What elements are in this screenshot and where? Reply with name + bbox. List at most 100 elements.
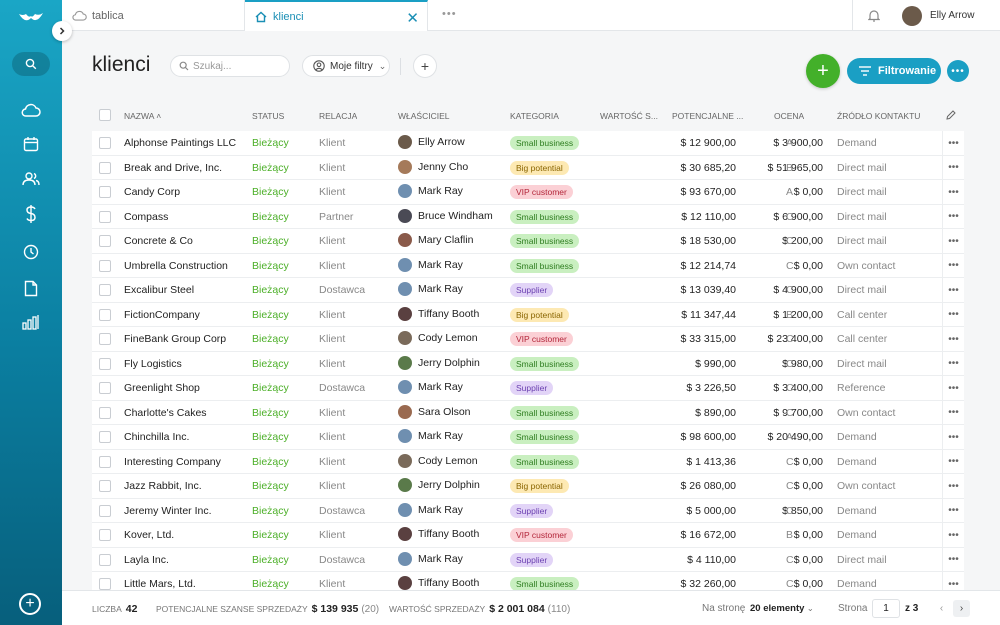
table-row[interactable]: Umbrella Construction Bieżący Klient Mark R…	[92, 253, 964, 278]
client-name[interactable]: Kover, Ltd.	[124, 529, 175, 541]
sidebar-item-calendar[interactable]	[19, 132, 43, 156]
table-row[interactable]: Charlotte's Cakes Bieżący Klient Sara Olson…	[92, 400, 964, 425]
client-name[interactable]: Interesting Company	[124, 455, 221, 468]
table-row[interactable]: Chinchilla Inc. Bieżący Klient Mark Ray Smal…	[92, 425, 964, 450]
sidebar-item-time[interactable]	[19, 240, 43, 264]
column-header-owner[interactable]: WŁAŚCICIEL	[398, 111, 450, 121]
sidebar-search-button[interactable]	[12, 52, 50, 76]
row-checkbox[interactable]	[99, 553, 111, 566]
table-row[interactable]: FictionCompany Bieżący Klient Tiffany Booth…	[92, 302, 964, 327]
sidebar-item-reports[interactable]	[19, 310, 43, 334]
column-header-potential[interactable]: POTENCJALNE ...	[672, 111, 744, 121]
row-checkbox[interactable]	[99, 480, 111, 492]
table-row[interactable]: Interesting Company Bieżący Klient Cody Lem…	[92, 449, 964, 474]
filter-button[interactable]: Filtrowanie	[847, 58, 941, 84]
table-row[interactable]: Greenlight Shop Bieżący Dostawca Mark Ray Su…	[92, 376, 964, 401]
notifications-button[interactable]	[852, 0, 894, 31]
user-menu[interactable]: Elly Arrow	[894, 0, 1000, 31]
client-name[interactable]: Umbrella Construction	[124, 259, 228, 272]
row-checkbox[interactable]	[99, 578, 111, 590]
row-checkbox[interactable]	[99, 210, 111, 223]
add-client-button[interactable]: +	[806, 54, 840, 88]
table-row[interactable]: Fly Logistics Bieżący Klient Jerry Dolphin S…	[92, 351, 964, 376]
more-tabs-icon[interactable]: •••	[442, 8, 457, 20]
row-actions-button[interactable]: •••	[942, 572, 964, 596]
row-actions-button[interactable]: •••	[942, 229, 964, 253]
sidebar-add-button[interactable]: +	[19, 593, 41, 615]
row-checkbox[interactable]	[99, 431, 111, 443]
next-page-button[interactable]: ›	[953, 600, 970, 617]
sidebar-item-documents[interactable]	[19, 276, 43, 300]
column-header-status[interactable]: STATUS	[252, 111, 285, 121]
edit-columns-button[interactable]	[946, 110, 956, 122]
my-filters-dropdown[interactable]: Moje filtry ⌄	[302, 55, 390, 77]
tab-dashboard[interactable]: tablica	[62, 0, 245, 31]
page-number-input[interactable]: 1	[872, 599, 900, 618]
client-name[interactable]: Greenlight Shop	[124, 382, 200, 394]
row-actions-button[interactable]: •••	[942, 474, 964, 498]
client-name[interactable]: FineBank Group Corp	[124, 333, 227, 345]
row-checkbox[interactable]	[99, 333, 111, 345]
row-actions-button[interactable]: •••	[942, 302, 964, 327]
client-name[interactable]: Layla Inc.	[124, 553, 169, 566]
select-all-checkbox[interactable]	[99, 109, 111, 121]
row-checkbox[interactable]	[99, 284, 111, 296]
row-actions-button[interactable]: •••	[942, 253, 964, 278]
table-row[interactable]: Excalibur Steel Bieżący Dostawca Mark Ray Su…	[92, 278, 964, 303]
column-header-source[interactable]: ŹRÓDŁO KONTAKTU	[837, 111, 921, 121]
client-name[interactable]: Compass	[124, 210, 169, 223]
table-row[interactable]: Layla Inc. Bieżący Dostawca Mark Ray Supplie…	[92, 547, 964, 572]
table-row[interactable]: Kover, Ltd. Bieżący Klient Tiffany Booth VIP…	[92, 523, 964, 548]
row-checkbox[interactable]	[99, 529, 111, 541]
column-header-rating[interactable]: OCENA	[774, 111, 805, 121]
sidebar-item-contacts[interactable]	[19, 167, 43, 191]
client-name[interactable]: Excalibur Steel	[124, 284, 195, 296]
search-input[interactable]: Szukaj...	[170, 55, 290, 77]
row-actions-button[interactable]: •••	[942, 327, 964, 351]
client-name[interactable]: Break and Drive, Inc.	[124, 161, 223, 174]
client-name[interactable]: Charlotte's Cakes	[124, 406, 207, 419]
row-actions-button[interactable]: •••	[942, 449, 964, 474]
row-checkbox[interactable]	[99, 406, 111, 419]
table-row[interactable]: Compass Bieżący Partner Bruce Windham Small …	[92, 204, 964, 229]
sidebar-toggle-button[interactable]	[52, 21, 72, 41]
row-actions-button[interactable]: •••	[942, 498, 964, 523]
column-header-relation[interactable]: RELACJA	[319, 111, 358, 121]
column-header-category[interactable]: KATEGORIA	[510, 111, 559, 121]
row-checkbox[interactable]	[99, 382, 111, 394]
per-page-select[interactable]: 20 elementy ⌄	[750, 603, 814, 614]
table-row[interactable]: Candy Corp Bieżący Klient Mark Ray VIP custo…	[92, 180, 964, 205]
tab-clients[interactable]: klienci ✕	[245, 0, 428, 31]
row-actions-button[interactable]: •••	[942, 180, 964, 204]
row-checkbox[interactable]	[99, 357, 111, 370]
row-actions-button[interactable]: •••	[942, 131, 964, 155]
row-actions-button[interactable]: •••	[942, 376, 964, 400]
client-name[interactable]: Fly Logistics	[124, 357, 182, 370]
client-name[interactable]: Little Mars, Ltd.	[124, 578, 196, 590]
sidebar-item-cloud[interactable]	[19, 98, 43, 122]
row-checkbox[interactable]	[99, 308, 111, 321]
row-checkbox[interactable]	[99, 137, 111, 149]
prev-page-button[interactable]: ‹	[933, 600, 950, 617]
row-actions-button[interactable]: •••	[942, 425, 964, 449]
row-checkbox[interactable]	[99, 455, 111, 468]
row-actions-button[interactable]: •••	[942, 547, 964, 572]
row-actions-button[interactable]: •••	[942, 204, 964, 229]
client-name[interactable]: Jeremy Winter Inc.	[124, 504, 212, 517]
column-header-name[interactable]: NAZWA ˄	[124, 111, 162, 121]
close-icon[interactable]: ✕	[406, 10, 419, 27]
sidebar-item-sales[interactable]	[19, 202, 43, 226]
more-options-button[interactable]: •••	[947, 60, 969, 82]
client-name[interactable]: Alphonse Paintings LLC	[124, 137, 237, 149]
row-checkbox[interactable]	[99, 259, 111, 272]
client-name[interactable]: Candy Corp	[124, 186, 181, 198]
row-checkbox[interactable]	[99, 161, 111, 174]
table-row[interactable]: Alphonse Paintings LLC Bieżący Klient Elly …	[92, 131, 964, 156]
row-actions-button[interactable]: •••	[942, 400, 964, 425]
row-checkbox[interactable]	[99, 235, 111, 247]
table-row[interactable]: Concrete & Co Bieżący Klient Mary Claflin Sm…	[92, 229, 964, 254]
table-row[interactable]: Break and Drive, Inc. Bieżący Klient Jenny …	[92, 155, 964, 180]
row-checkbox[interactable]	[99, 504, 111, 517]
client-name[interactable]: Concrete & Co	[124, 235, 193, 247]
row-actions-button[interactable]: •••	[942, 278, 964, 302]
